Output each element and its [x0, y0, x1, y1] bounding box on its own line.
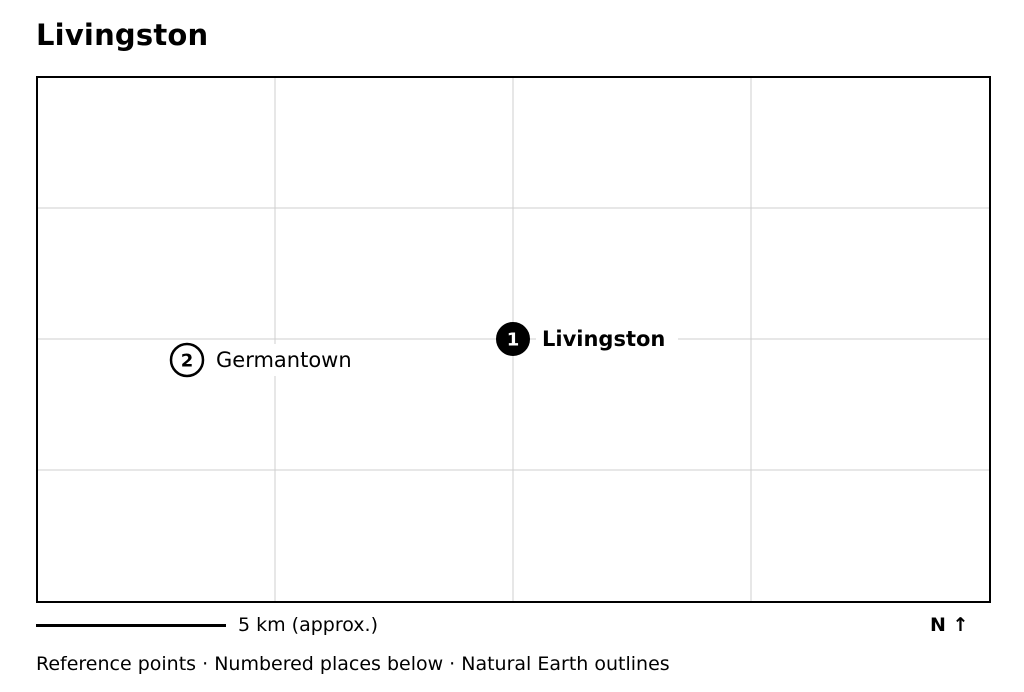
map-canvas: 2 Germantown 1 Livingston: [38, 78, 989, 601]
scale-label: 5 km (approx.): [238, 614, 378, 636]
map-title: Livingston: [36, 18, 209, 52]
label-halo: [210, 344, 362, 376]
place-label-germantown: Germantown: [216, 348, 352, 372]
place-number: 1: [507, 330, 520, 351]
place-label-livingston: Livingston: [542, 327, 665, 351]
place-marker-2[interactable]: 2: [169, 342, 205, 378]
map-panel[interactable]: 2 Germantown 1 Livingston: [36, 76, 991, 603]
place-germantown[interactable]: 2 Germantown: [169, 342, 362, 378]
north-arrow-label: N ↑: [930, 614, 969, 636]
place-number: 2: [181, 351, 194, 372]
place-marker-1[interactable]: 1: [496, 322, 530, 356]
label-halo: [536, 323, 678, 355]
map-caption: Reference points · Numbered places below…: [36, 653, 670, 675]
place-livingston[interactable]: 1 Livingston: [496, 322, 678, 356]
scale-bar: [36, 624, 226, 627]
